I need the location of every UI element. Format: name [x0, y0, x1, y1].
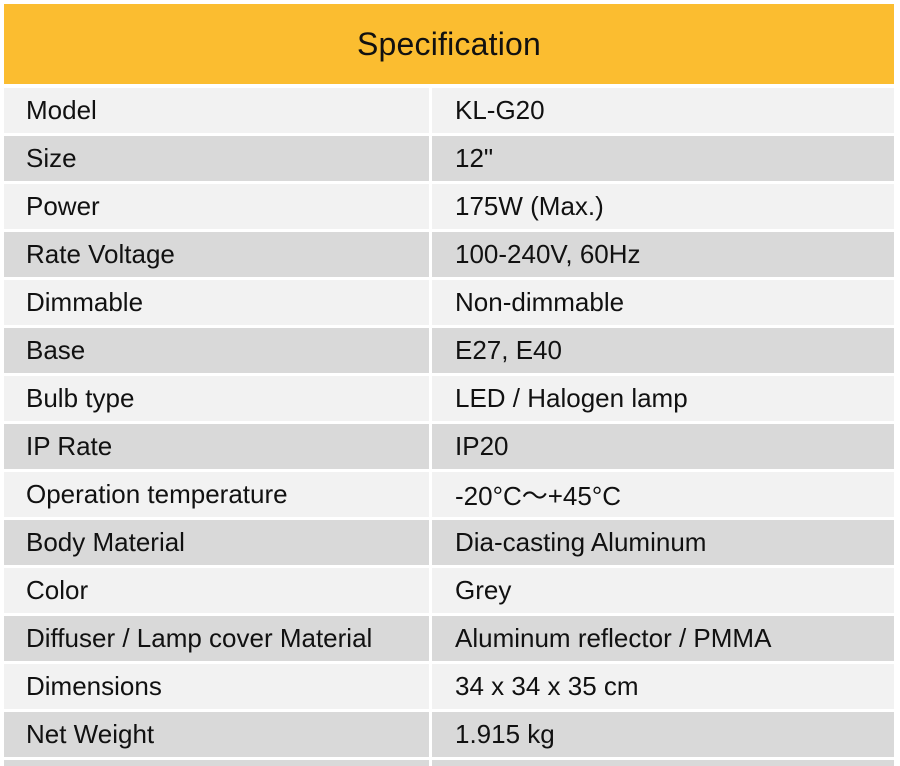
spec-label: Base [4, 328, 429, 373]
spec-value: Aluminum reflector / PMMA [432, 616, 894, 661]
table-row: Rate Voltage 100-240V, 60Hz [4, 232, 894, 277]
spec-value: Grey [432, 568, 894, 613]
spec-value: LED / Halogen lamp [432, 376, 894, 421]
table-header: Specification [4, 4, 894, 84]
spec-label: Operation temperature [4, 472, 429, 517]
spec-value: 34 x 34 x 35 cm [432, 664, 894, 709]
table-title: Specification [356, 25, 542, 62]
spec-value: 100-240V, 60Hz [432, 232, 894, 277]
table-row: Bulb type LED / Halogen lamp [4, 376, 894, 421]
table-row: Net Weight 1.915 kg [4, 712, 894, 757]
spec-value: Non-dimmable [432, 280, 894, 325]
spec-value: 1.915 kg [432, 712, 894, 757]
table-row-cutoff [4, 760, 894, 766]
spec-label: Bulb type [4, 376, 429, 421]
table-row: Dimmable Non-dimmable [4, 280, 894, 325]
table-row: IP Rate IP20 [4, 424, 894, 469]
spec-label: Diffuser / Lamp cover Material [4, 616, 429, 661]
table-row: Body Material Dia-casting Aluminum [4, 520, 894, 565]
spec-value: IP20 [432, 424, 894, 469]
spec-label: Net Weight [4, 712, 429, 757]
table-row: Dimensions 34 x 34 x 35 cm [4, 664, 894, 709]
spec-label: Model [4, 88, 429, 133]
spec-value: Dia-casting Aluminum [432, 520, 894, 565]
spec-label: Power [4, 184, 429, 229]
spec-value: E27, E40 [432, 328, 894, 373]
spec-label: Size [4, 136, 429, 181]
table-row: Base E27, E40 [4, 328, 894, 373]
spec-value: -20°C～+45°C [432, 472, 894, 517]
table-row: Operation temperature -20°C～+45°C [4, 472, 894, 517]
spec-label: IP Rate [4, 424, 429, 469]
table-row: Diffuser / Lamp cover Material Aluminum … [4, 616, 894, 661]
table-row: Color Grey [4, 568, 894, 613]
spec-value: 12" [432, 136, 894, 181]
specification-table: Specification Model KL-G20 Size 12" Powe… [4, 4, 894, 766]
spec-value-empty [432, 760, 894, 766]
spec-label-empty [4, 760, 429, 766]
spec-value: KL-G20 [432, 88, 894, 133]
table-row: Model KL-G20 [4, 88, 894, 133]
spec-label: Color [4, 568, 429, 613]
table-row: Power 175W (Max.) [4, 184, 894, 229]
spec-label: Dimensions [4, 664, 429, 709]
spec-label: Rate Voltage [4, 232, 429, 277]
spec-value: 175W (Max.) [432, 184, 894, 229]
spec-label: Body Material [4, 520, 429, 565]
spec-label: Dimmable [4, 280, 429, 325]
table-row: Size 12" [4, 136, 894, 181]
